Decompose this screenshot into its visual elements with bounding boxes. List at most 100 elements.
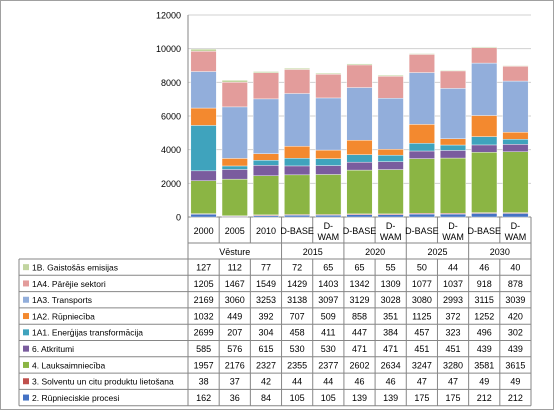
table-cell-value: 451 (414, 344, 429, 354)
table-cell-value: 3080 (412, 295, 432, 305)
table-cell-value: 530 (321, 344, 336, 354)
bar-segment (221, 165, 248, 170)
y-tick-label: 8000 (161, 78, 181, 88)
table-cell-value: 1957 (194, 360, 214, 370)
table-cell-value: 127 (196, 262, 211, 272)
bar-segment (190, 51, 217, 72)
legend-row-label: 6. Atkritumi (32, 344, 74, 354)
bar-segment (221, 106, 248, 159)
table-cell-value: 3138 (287, 295, 307, 305)
bar-segment (253, 160, 279, 166)
bar-segment (471, 136, 498, 146)
table-cell-value: 139 (383, 393, 398, 403)
bar-segment (221, 169, 248, 180)
bar-segment (346, 87, 373, 141)
table-cell-value: 46 (479, 262, 489, 272)
bar-segment (315, 74, 342, 99)
table-cell-value: 2699 (194, 328, 214, 338)
category-label: WAM (317, 232, 339, 242)
bar-segment (190, 180, 217, 214)
bar-segment (440, 69, 466, 72)
table-cell-value: 65 (354, 262, 364, 272)
table-cell-value: 1252 (474, 311, 494, 321)
bar-segment (502, 139, 529, 145)
bar-segment (284, 68, 311, 70)
table-cell-value: 46 (354, 377, 364, 387)
table-cell-value: 439 (508, 344, 523, 354)
table-cell-value: 3280 (443, 360, 463, 370)
y-tick-label: 10000 (156, 44, 181, 54)
group-label: 2025 (427, 247, 447, 257)
category-label: D-BASE (405, 226, 439, 236)
table-cell-value: 3129 (349, 295, 369, 305)
table-cell-value: 458 (290, 328, 305, 338)
legend-key-swatch (23, 329, 29, 336)
table-cell-value: 3581 (474, 360, 494, 370)
bar-segment (190, 48, 217, 52)
legend-key-swatch (23, 378, 29, 385)
legend-row-label: 2. Rūpnieciskie procesi (32, 393, 120, 403)
category-label: D- (324, 221, 334, 231)
bar-segment (284, 146, 311, 159)
table-cell-value: 3097 (318, 295, 338, 305)
bar-segment (315, 174, 342, 215)
table-cell-value: 1467 (225, 279, 245, 289)
table-cell-value: 49 (510, 377, 520, 387)
table-cell-value: 47 (448, 377, 458, 387)
category-label: D-BASE (467, 226, 501, 236)
bar-segment (315, 165, 342, 175)
bar-segment (502, 144, 529, 152)
bar-segment (502, 151, 529, 213)
table-cell-value: 49 (479, 377, 489, 387)
table-cell-value: 162 (196, 393, 211, 403)
bar-segment (190, 71, 217, 109)
bar-segment (471, 213, 498, 218)
category-label: D- (386, 221, 396, 231)
table-cell-value: 37 (230, 377, 240, 387)
legend-row-label: 1A1. Enerģijas transformācija (32, 328, 143, 338)
bar-segment (440, 70, 466, 89)
y-tick-label: 2000 (161, 179, 181, 189)
table-cell-value: 2377 (318, 360, 338, 370)
table-cell-value: 858 (352, 311, 367, 321)
table-cell-value: 40 (510, 262, 520, 272)
table-cell-value: 3247 (412, 360, 432, 370)
bar-segment (253, 98, 279, 154)
bar-segment (408, 124, 435, 144)
table-cell-value: 55 (386, 262, 396, 272)
bar-segment (502, 66, 529, 82)
table-cell-value: 2634 (381, 360, 401, 370)
table-cell-value: 323 (446, 328, 461, 338)
y-tick-label: 0 (176, 213, 181, 223)
table-cell-value: 457 (414, 328, 429, 338)
table-cell-value: 2169 (194, 295, 214, 305)
table-cell-value: 44 (323, 377, 333, 387)
table-cell-value: 451 (446, 344, 461, 354)
table-cell-value: 304 (258, 328, 273, 338)
legend-key-swatch (23, 280, 29, 287)
bar-segment (253, 71, 279, 74)
bar-segment (408, 143, 435, 152)
bar-segment (221, 158, 248, 167)
bar-segment (440, 144, 466, 151)
table-cell-value: 918 (477, 279, 492, 289)
table-cell-value: 447 (352, 328, 367, 338)
bar-segment (315, 149, 342, 159)
bar-segment (377, 214, 404, 218)
bar-segment (502, 213, 529, 218)
bar-segment (346, 64, 373, 88)
table-cell-value: 384 (383, 328, 398, 338)
bar-segment (315, 73, 342, 75)
table-cell-value: 77 (261, 262, 271, 272)
bar-segment (284, 69, 311, 94)
table-cell-value: 212 (508, 393, 523, 403)
category-label: D- (511, 221, 521, 231)
bar-segment (284, 158, 311, 167)
table-cell-value: 1032 (194, 311, 214, 321)
bar-segment (377, 154, 404, 162)
bar-segment (221, 80, 248, 83)
table-cell-value: 1549 (256, 279, 276, 289)
table-cell-value: 420 (508, 311, 523, 321)
table-cell-value: 2602 (349, 360, 369, 370)
category-label: 2000 (194, 226, 214, 236)
